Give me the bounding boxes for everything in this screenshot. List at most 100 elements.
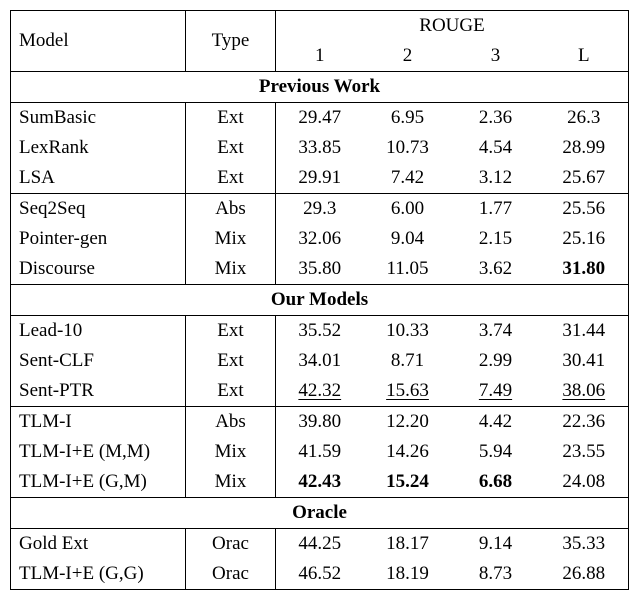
cell-r2: 10.33 bbox=[364, 316, 452, 347]
cell-r1: 33.85 bbox=[276, 133, 364, 163]
cell-r3: 6.68 bbox=[452, 467, 540, 498]
cell-r3: 4.54 bbox=[452, 133, 540, 163]
cell-r1: 46.52 bbox=[276, 559, 364, 590]
cell-rl: 38.06 bbox=[540, 376, 629, 407]
cell-r3: 7.49 bbox=[452, 376, 540, 407]
results-table: Model Type ROUGE 1 2 3 L Previous Work S… bbox=[10, 10, 629, 590]
cell-r2: 10.73 bbox=[364, 133, 452, 163]
cell-r3: 2.99 bbox=[452, 346, 540, 376]
cell-r1: 41.59 bbox=[276, 437, 364, 467]
cell-model: LexRank bbox=[11, 133, 186, 163]
table-row: Lead-10 Ext 35.52 10.33 3.74 31.44 bbox=[11, 316, 629, 347]
cell-r2: 18.19 bbox=[364, 559, 452, 590]
table-row: Sent-CLF Ext 34.01 8.71 2.99 30.41 bbox=[11, 346, 629, 376]
cell-type: Mix bbox=[186, 254, 276, 285]
header-rouge-1: 1 bbox=[276, 41, 364, 72]
cell-r1: 34.01 bbox=[276, 346, 364, 376]
cell-rl: 28.99 bbox=[540, 133, 629, 163]
section-row-previous: Previous Work bbox=[11, 72, 629, 103]
header-type: Type bbox=[186, 11, 276, 72]
table-row: LexRank Ext 33.85 10.73 4.54 28.99 bbox=[11, 133, 629, 163]
cell-type: Orac bbox=[186, 559, 276, 590]
cell-type: Ext bbox=[186, 376, 276, 407]
cell-r3: 9.14 bbox=[452, 529, 540, 560]
cell-type: Ext bbox=[186, 163, 276, 194]
cell-rl: 25.16 bbox=[540, 224, 629, 254]
cell-r3: 8.73 bbox=[452, 559, 540, 590]
cell-r2: 12.20 bbox=[364, 407, 452, 438]
section-header-oracle: Oracle bbox=[11, 498, 629, 529]
cell-model: TLM-I bbox=[11, 407, 186, 438]
cell-r2: 14.26 bbox=[364, 437, 452, 467]
cell-r2: 6.95 bbox=[364, 103, 452, 134]
table-row: SumBasic Ext 29.47 6.95 2.36 26.3 bbox=[11, 103, 629, 134]
section-header-ours: Our Models bbox=[11, 285, 629, 316]
cell-r3: 3.62 bbox=[452, 254, 540, 285]
cell-r3: 3.74 bbox=[452, 316, 540, 347]
cell-model: TLM-I+E (G,M) bbox=[11, 467, 186, 498]
cell-r1: 42.32 bbox=[276, 376, 364, 407]
cell-r1: 35.52 bbox=[276, 316, 364, 347]
header-rouge-l: L bbox=[540, 41, 629, 72]
cell-rl: 26.3 bbox=[540, 103, 629, 134]
cell-model: Seq2Seq bbox=[11, 194, 186, 225]
cell-model: Sent-PTR bbox=[11, 376, 186, 407]
cell-r2: 6.00 bbox=[364, 194, 452, 225]
cell-type: Mix bbox=[186, 224, 276, 254]
cell-rl: 30.41 bbox=[540, 346, 629, 376]
table-row: Seq2Seq Abs 29.3 6.00 1.77 25.56 bbox=[11, 194, 629, 225]
cell-model: SumBasic bbox=[11, 103, 186, 134]
cell-r1: 29.3 bbox=[276, 194, 364, 225]
cell-r1: 29.47 bbox=[276, 103, 364, 134]
cell-r1: 42.43 bbox=[276, 467, 364, 498]
cell-model: LSA bbox=[11, 163, 186, 194]
cell-type: Ext bbox=[186, 346, 276, 376]
table-row: Gold Ext Orac 44.25 18.17 9.14 35.33 bbox=[11, 529, 629, 560]
cell-r1: 39.80 bbox=[276, 407, 364, 438]
cell-r3: 2.36 bbox=[452, 103, 540, 134]
table-row: TLM-I Abs 39.80 12.20 4.42 22.36 bbox=[11, 407, 629, 438]
cell-type: Ext bbox=[186, 103, 276, 134]
cell-type: Mix bbox=[186, 437, 276, 467]
cell-r3: 4.42 bbox=[452, 407, 540, 438]
cell-r2: 15.63 bbox=[364, 376, 452, 407]
cell-model: TLM-I+E (M,M) bbox=[11, 437, 186, 467]
cell-r1: 32.06 bbox=[276, 224, 364, 254]
cell-r1: 44.25 bbox=[276, 529, 364, 560]
cell-model: Sent-CLF bbox=[11, 346, 186, 376]
cell-rl: 22.36 bbox=[540, 407, 629, 438]
cell-r2: 18.17 bbox=[364, 529, 452, 560]
cell-rl: 26.88 bbox=[540, 559, 629, 590]
cell-model: TLM-I+E (G,G) bbox=[11, 559, 186, 590]
cell-r2: 15.24 bbox=[364, 467, 452, 498]
cell-rl: 35.33 bbox=[540, 529, 629, 560]
cell-rl: 25.56 bbox=[540, 194, 629, 225]
cell-model: Pointer-gen bbox=[11, 224, 186, 254]
table-header-row: Model Type ROUGE bbox=[11, 11, 629, 42]
cell-model: Discourse bbox=[11, 254, 186, 285]
table-row: LSA Ext 29.91 7.42 3.12 25.67 bbox=[11, 163, 629, 194]
header-rouge-2: 2 bbox=[364, 41, 452, 72]
cell-type: Ext bbox=[186, 316, 276, 347]
section-header-previous: Previous Work bbox=[11, 72, 629, 103]
header-model: Model bbox=[11, 11, 186, 72]
cell-r2: 8.71 bbox=[364, 346, 452, 376]
cell-type: Abs bbox=[186, 194, 276, 225]
cell-type: Orac bbox=[186, 529, 276, 560]
cell-rl: 31.44 bbox=[540, 316, 629, 347]
cell-rl: 25.67 bbox=[540, 163, 629, 194]
table-row: TLM-I+E (G,G) Orac 46.52 18.19 8.73 26.8… bbox=[11, 559, 629, 590]
cell-r3: 2.15 bbox=[452, 224, 540, 254]
header-rouge-3: 3 bbox=[452, 41, 540, 72]
cell-r1: 35.80 bbox=[276, 254, 364, 285]
table-row: Sent-PTR Ext 42.32 15.63 7.49 38.06 bbox=[11, 376, 629, 407]
cell-model: Lead-10 bbox=[11, 316, 186, 347]
cell-type: Mix bbox=[186, 467, 276, 498]
table-row: TLM-I+E (G,M) Mix 42.43 15.24 6.68 24.08 bbox=[11, 467, 629, 498]
cell-rl: 24.08 bbox=[540, 467, 629, 498]
section-row-ours: Our Models bbox=[11, 285, 629, 316]
table-row: Discourse Mix 35.80 11.05 3.62 31.80 bbox=[11, 254, 629, 285]
cell-r2: 7.42 bbox=[364, 163, 452, 194]
cell-r3: 3.12 bbox=[452, 163, 540, 194]
cell-rl: 23.55 bbox=[540, 437, 629, 467]
